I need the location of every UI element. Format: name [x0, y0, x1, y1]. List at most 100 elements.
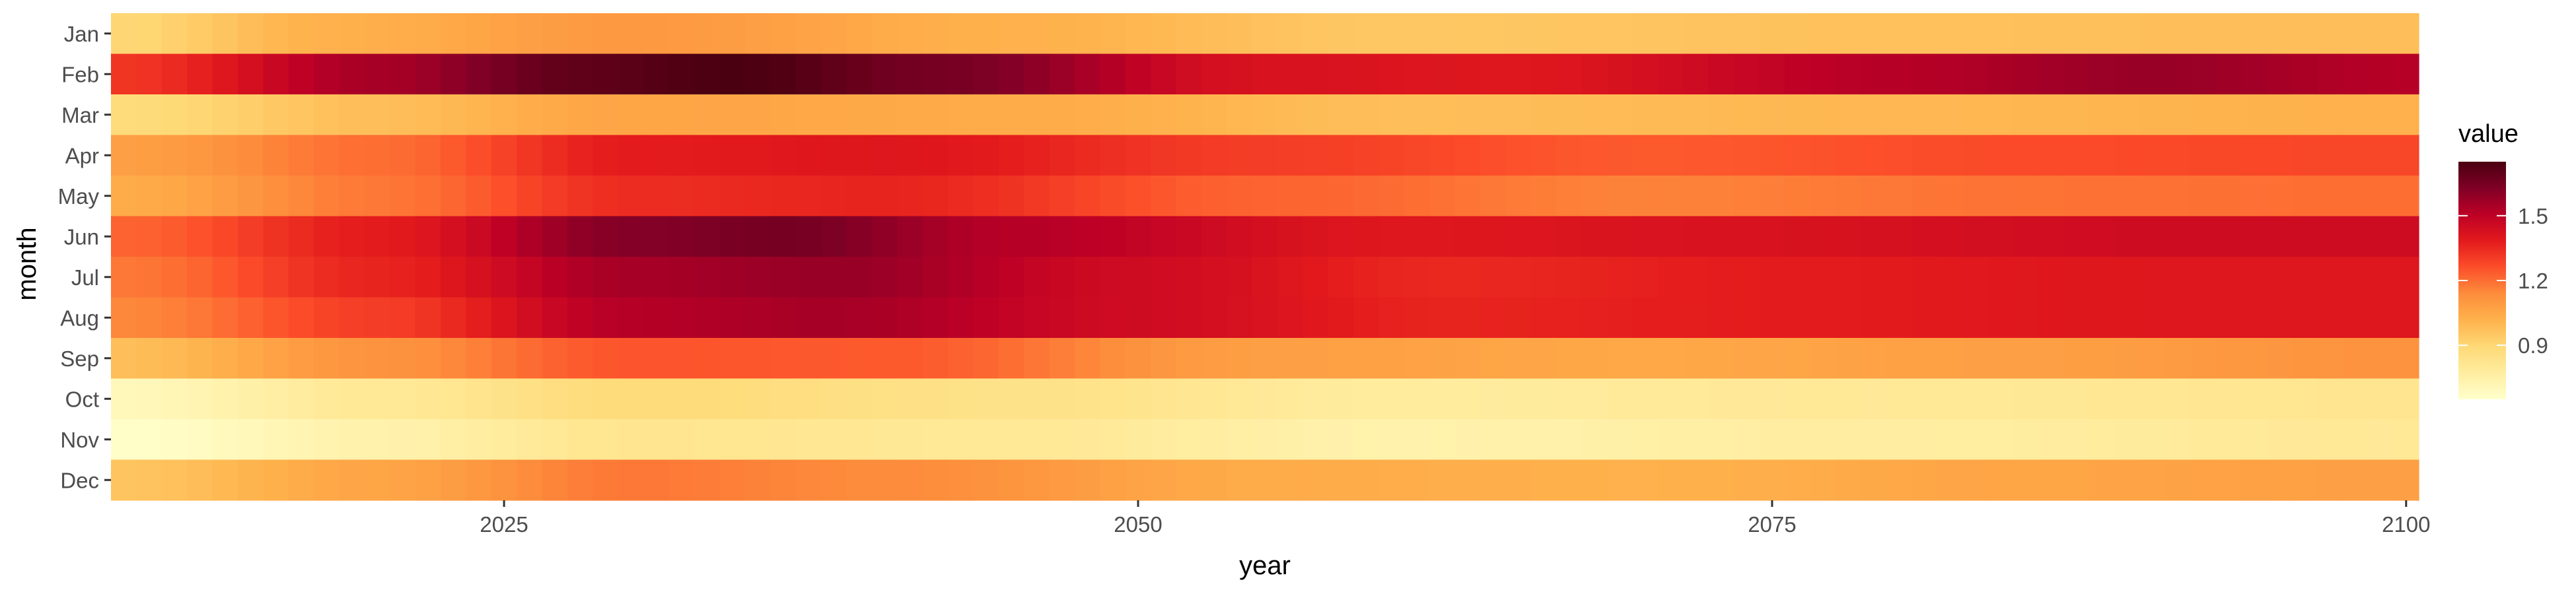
heatmap-cell — [1785, 459, 1811, 501]
heatmap-cell — [1151, 176, 1177, 217]
heatmap-cell — [1835, 297, 1861, 339]
heatmap-cell — [2089, 94, 2115, 136]
heatmap-cell — [2013, 378, 2039, 420]
heatmap-cell — [1125, 176, 1151, 217]
heatmap-cell — [1886, 135, 1912, 176]
heatmap-cell — [973, 94, 999, 136]
heatmap-cell — [948, 135, 974, 176]
heatmap-cell — [415, 135, 441, 176]
legend-tick-label: 0.9 — [2518, 333, 2548, 358]
heatmap-cell — [1785, 94, 1811, 136]
heatmap-cell — [618, 338, 644, 380]
heatmap-cell — [111, 257, 137, 298]
heatmap-cell — [1581, 13, 1608, 55]
heatmap-cell — [1378, 459, 1405, 501]
heatmap-cell — [441, 419, 467, 461]
heatmap-cell — [517, 176, 543, 217]
heatmap-cell — [1353, 459, 1380, 501]
heatmap-cell — [1505, 419, 1532, 461]
heatmap-cell — [1378, 13, 1405, 55]
heatmap-cell — [1937, 53, 1963, 95]
heatmap-cell — [237, 257, 264, 298]
heatmap-cell — [1227, 176, 1253, 217]
heatmap-cell — [237, 135, 264, 176]
heatmap-cell — [770, 257, 797, 298]
heatmap-cell — [1049, 13, 1075, 55]
heatmap-cell — [567, 135, 594, 176]
heatmap-cell — [719, 135, 746, 176]
heatmap-cell — [643, 94, 670, 136]
heatmap-row-jan — [111, 13, 2419, 55]
heatmap-cell — [871, 297, 898, 339]
heatmap-cell — [2165, 13, 2192, 55]
heatmap-cell — [263, 94, 289, 136]
heatmap-cell — [187, 419, 213, 461]
heatmap-cell — [2038, 13, 2065, 55]
heatmap-cell — [1810, 94, 1836, 136]
heatmap-cell — [1227, 94, 1253, 136]
heatmap-cell — [136, 419, 162, 461]
heatmap-cell — [1454, 13, 1481, 55]
heatmap-cell — [846, 176, 873, 217]
heatmap-cell — [1480, 94, 1507, 136]
heatmap-cell — [542, 176, 568, 217]
heatmap-cell — [339, 13, 365, 55]
heatmap-cell — [1024, 419, 1050, 461]
heatmap-row-sep — [111, 338, 2419, 380]
heatmap-cell — [1303, 176, 1329, 217]
heatmap-cell — [1252, 297, 1278, 339]
heatmap-cell — [973, 257, 999, 298]
heatmap-cell — [542, 216, 568, 257]
heatmap-cell — [1454, 378, 1481, 420]
heatmap-cell — [846, 13, 873, 55]
heatmap-cell — [1683, 378, 1709, 420]
heatmap-cell — [1429, 216, 1456, 257]
heatmap-cell — [2114, 135, 2141, 176]
heatmap-cell — [2317, 419, 2343, 461]
heatmap-cell — [2114, 297, 2141, 339]
heatmap-cell — [2190, 257, 2217, 298]
heatmap-cell — [846, 53, 873, 95]
heatmap-cell — [821, 176, 847, 217]
heatmap-cell — [1429, 13, 1456, 55]
heatmap-cell — [1151, 419, 1177, 461]
heatmap-cell — [2241, 13, 2268, 55]
heatmap-cell — [2241, 297, 2268, 339]
heatmap-cell — [1100, 94, 1126, 136]
heatmap-cell — [618, 94, 644, 136]
heatmap-cell — [2368, 257, 2394, 298]
heatmap-cell — [1937, 13, 1963, 55]
heatmap-cell — [2139, 338, 2166, 380]
heatmap-cell — [1861, 135, 1887, 176]
heatmap-cell — [1734, 459, 1760, 501]
heatmap-cell — [1962, 135, 1988, 176]
heatmap-cell — [1480, 378, 1507, 420]
heatmap-cell — [542, 338, 568, 380]
heatmap-cell — [1227, 378, 1253, 420]
heatmap-cell — [212, 459, 238, 501]
heatmap-cell — [364, 135, 390, 176]
heatmap-cell — [770, 176, 797, 217]
heatmap-cell — [161, 419, 188, 461]
heatmap-cell — [2013, 176, 2039, 217]
heatmap-cell — [1480, 459, 1507, 501]
heatmap-cell — [2266, 419, 2293, 461]
heatmap-cell — [1480, 338, 1507, 380]
heatmap-cell — [643, 297, 670, 339]
heatmap-cell — [846, 135, 873, 176]
heatmap-cell — [2393, 135, 2419, 176]
heatmap-cell — [1658, 94, 1684, 136]
heatmap-cell — [1151, 135, 1177, 176]
heatmap-cell — [263, 176, 289, 217]
heatmap-cell — [1176, 257, 1202, 298]
heatmap-cell — [466, 135, 492, 176]
heatmap-cell — [795, 94, 822, 136]
heatmap-cell — [1607, 176, 1633, 217]
heatmap-cell — [668, 419, 695, 461]
heatmap-cell — [1252, 94, 1278, 136]
heatmap-cell — [1912, 257, 1938, 298]
heatmap-cell — [1962, 94, 1988, 136]
x-tick-label-2100: 2100 — [2382, 512, 2430, 537]
heatmap-cell — [1632, 257, 1659, 298]
heatmap-cell — [1277, 459, 1304, 501]
